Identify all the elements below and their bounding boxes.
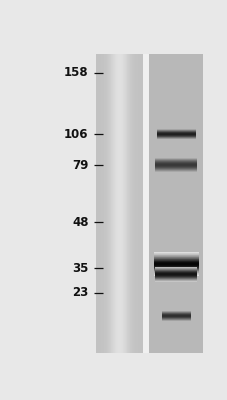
Bar [105, 54, 106, 353]
Bar [102, 54, 103, 353]
Bar [120, 54, 121, 353]
Text: 79: 79 [72, 158, 88, 172]
Bar [131, 54, 132, 353]
Bar [99, 54, 100, 353]
Bar [111, 54, 112, 353]
Bar [149, 54, 202, 353]
Bar [139, 54, 140, 353]
Bar [138, 54, 139, 353]
Bar [137, 54, 138, 353]
Bar [127, 54, 128, 353]
Text: 35: 35 [72, 262, 88, 275]
Bar [115, 54, 116, 353]
Text: 23: 23 [72, 286, 88, 299]
Bar [116, 54, 117, 353]
Bar [104, 54, 105, 353]
Bar [143, 54, 149, 353]
Bar [126, 54, 127, 353]
Bar [117, 54, 118, 353]
Bar [134, 54, 135, 353]
Bar [113, 54, 114, 353]
Bar [142, 54, 143, 353]
Text: 48: 48 [72, 216, 88, 228]
Bar [95, 54, 202, 353]
Bar [110, 54, 111, 353]
Bar [97, 54, 98, 353]
Bar [140, 54, 141, 353]
Bar [98, 54, 99, 353]
Bar [132, 54, 133, 353]
Bar [128, 54, 129, 353]
Bar [125, 54, 126, 353]
Bar [122, 54, 123, 353]
Bar [114, 54, 115, 353]
Bar [135, 54, 136, 353]
Bar [101, 54, 102, 353]
Bar [136, 54, 137, 353]
Bar [141, 54, 142, 353]
Bar [107, 54, 108, 353]
Bar [130, 54, 131, 353]
Bar [119, 54, 120, 353]
Bar [133, 54, 134, 353]
Bar [109, 54, 110, 353]
Bar [96, 54, 97, 353]
Bar [112, 54, 113, 353]
Bar [108, 54, 109, 353]
Text: 106: 106 [64, 128, 88, 141]
Bar [103, 54, 104, 353]
Bar [129, 54, 130, 353]
Bar [124, 54, 125, 353]
Bar [118, 54, 119, 353]
Text: 158: 158 [64, 66, 88, 79]
Bar [123, 54, 124, 353]
Bar [106, 54, 107, 353]
Bar [121, 54, 122, 353]
Bar [95, 54, 96, 353]
Bar [100, 54, 101, 353]
